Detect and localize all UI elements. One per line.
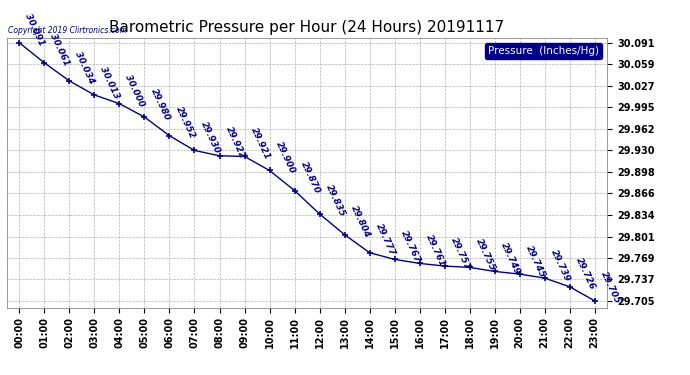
Legend: Pressure  (Inches/Hg): Pressure (Inches/Hg) bbox=[485, 43, 602, 59]
Text: 29.745: 29.745 bbox=[524, 244, 546, 279]
Text: 29.749: 29.749 bbox=[499, 241, 522, 276]
Text: 30.013: 30.013 bbox=[99, 64, 121, 100]
Text: 29.804: 29.804 bbox=[348, 204, 371, 239]
Text: 29.870: 29.870 bbox=[299, 160, 322, 195]
Text: 29.755: 29.755 bbox=[474, 237, 497, 272]
Text: 29.930: 29.930 bbox=[199, 120, 221, 155]
Text: 30.091: 30.091 bbox=[23, 12, 46, 48]
Text: 30.061: 30.061 bbox=[48, 33, 71, 68]
Text: 29.922: 29.922 bbox=[224, 125, 246, 160]
Text: 29.739: 29.739 bbox=[549, 248, 571, 283]
Text: 29.980: 29.980 bbox=[148, 87, 171, 122]
Text: 30.034: 30.034 bbox=[74, 51, 97, 86]
Text: 29.767: 29.767 bbox=[399, 229, 422, 264]
Text: Copyright 2019 Clirtronics.com: Copyright 2019 Clirtronics.com bbox=[8, 26, 126, 35]
Text: 29.900: 29.900 bbox=[274, 140, 297, 175]
Text: 29.761: 29.761 bbox=[424, 233, 446, 268]
Text: 29.952: 29.952 bbox=[174, 105, 197, 141]
Text: 29.777: 29.777 bbox=[374, 222, 397, 258]
Text: 29.757: 29.757 bbox=[448, 236, 471, 271]
Text: 30.000: 30.000 bbox=[124, 73, 146, 108]
Text: 29.726: 29.726 bbox=[574, 256, 597, 291]
Text: 29.921: 29.921 bbox=[248, 126, 271, 161]
Text: 29.705: 29.705 bbox=[599, 270, 622, 306]
Title: Barometric Pressure per Hour (24 Hours) 20191117: Barometric Pressure per Hour (24 Hours) … bbox=[110, 20, 504, 35]
Text: 29.835: 29.835 bbox=[324, 183, 346, 219]
